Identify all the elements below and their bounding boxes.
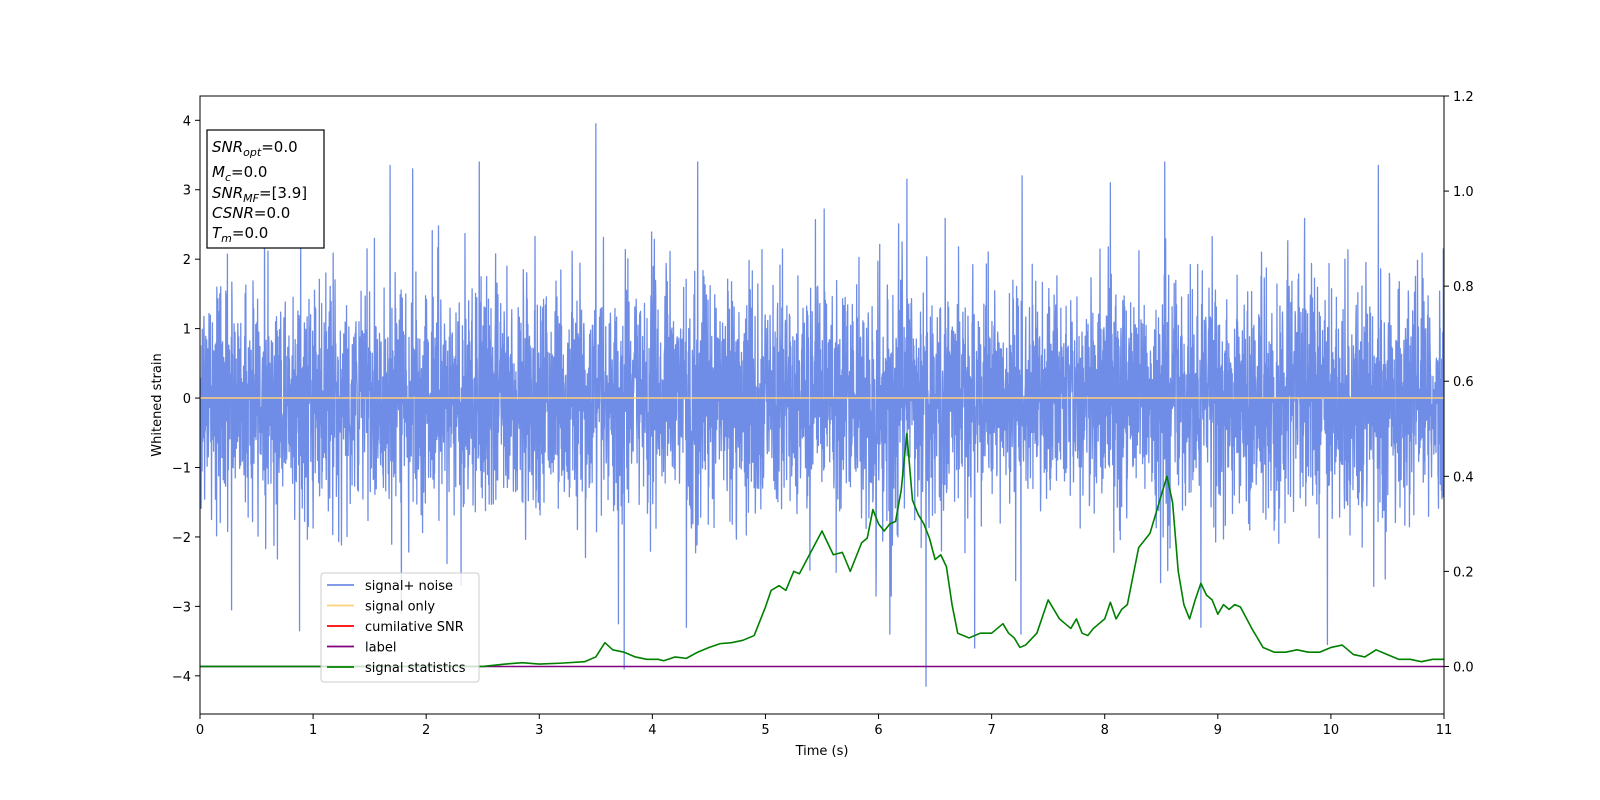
legend-frame [320, 572, 480, 683]
info-snr-opt: SNRopt=0.0 [212, 138, 298, 159]
x-tick-label: 7 [987, 723, 995, 738]
info-snr-mf: SNRMF=[3.9] [212, 184, 307, 205]
y-tick-label: 0 [183, 392, 191, 407]
y-tick-label: 1 [183, 323, 191, 338]
legend-label: signal only [365, 600, 435, 615]
y-tick-label: 3 [183, 184, 191, 199]
y2-tick-label: 0.0 [1453, 660, 1474, 675]
x-tick-label: 9 [1214, 723, 1222, 738]
legend-label: signal statistics [365, 661, 466, 676]
info-box: SNRopt=0.0 Mc=0.0 SNRMF=[3.9] CSNR=0.0 T… [206, 129, 325, 249]
legend: signal+ noise signal only cumilative SNR la… [320, 572, 480, 683]
y-tick-label: −3 [172, 600, 191, 615]
y2-tick-label: 0.2 [1453, 565, 1474, 580]
x-tick-label: 5 [761, 723, 769, 738]
y2-tick-label: 0.8 [1453, 280, 1474, 295]
y-tick-label: −2 [172, 531, 191, 546]
info-csnr: CSNR=0.0 [212, 204, 290, 222]
y2-tick-label: 0.6 [1453, 375, 1474, 390]
x-tick-label: 0 [196, 723, 204, 738]
info-box-frame [206, 129, 325, 249]
y2-tick-label: 0.4 [1453, 470, 1474, 485]
y-tick-label: −1 [172, 461, 191, 476]
x-tick-label: 1 [309, 723, 317, 738]
y-axis-right: 0.0 0.2 0.4 0.6 0.8 1.0 1.2 [1444, 90, 1474, 675]
info-mc: Mc=0.0 [212, 163, 267, 184]
x-tick-label: 10 [1323, 723, 1340, 738]
legend-label: label [365, 641, 396, 656]
series-line-signal-noise [200, 123, 1444, 687]
y-tick-label: −4 [172, 670, 191, 685]
y-tick-label: 2 [183, 253, 191, 268]
x-tick-label: 8 [1101, 723, 1109, 738]
x-tick-label: 2 [422, 723, 430, 738]
x-axis: 0 1 2 3 4 5 6 7 8 9 10 11 [196, 714, 1452, 738]
x-tick-label: 11 [1436, 723, 1453, 738]
x-axis-label: Time (s) [795, 744, 849, 759]
y2-tick-label: 1.0 [1453, 185, 1474, 200]
info-tm: Tm=0.0 [212, 224, 268, 245]
series-line-signal-statistics [200, 432, 1444, 668]
x-tick-label: 6 [874, 723, 882, 738]
legend-label: cumilative SNR [365, 620, 464, 635]
axes-frame [199, 95, 1445, 715]
x-tick-label: 3 [535, 723, 543, 738]
y-tick-label: 4 [183, 114, 191, 129]
y-axis-label: Whitened strain [150, 353, 165, 456]
x-tick-label: 4 [648, 723, 656, 738]
y-axis-left: −4 −3 −2 −1 0 1 2 3 4 [172, 114, 200, 685]
legend-label: signal+ noise [365, 579, 453, 594]
y2-tick-label: 1.2 [1453, 90, 1474, 105]
